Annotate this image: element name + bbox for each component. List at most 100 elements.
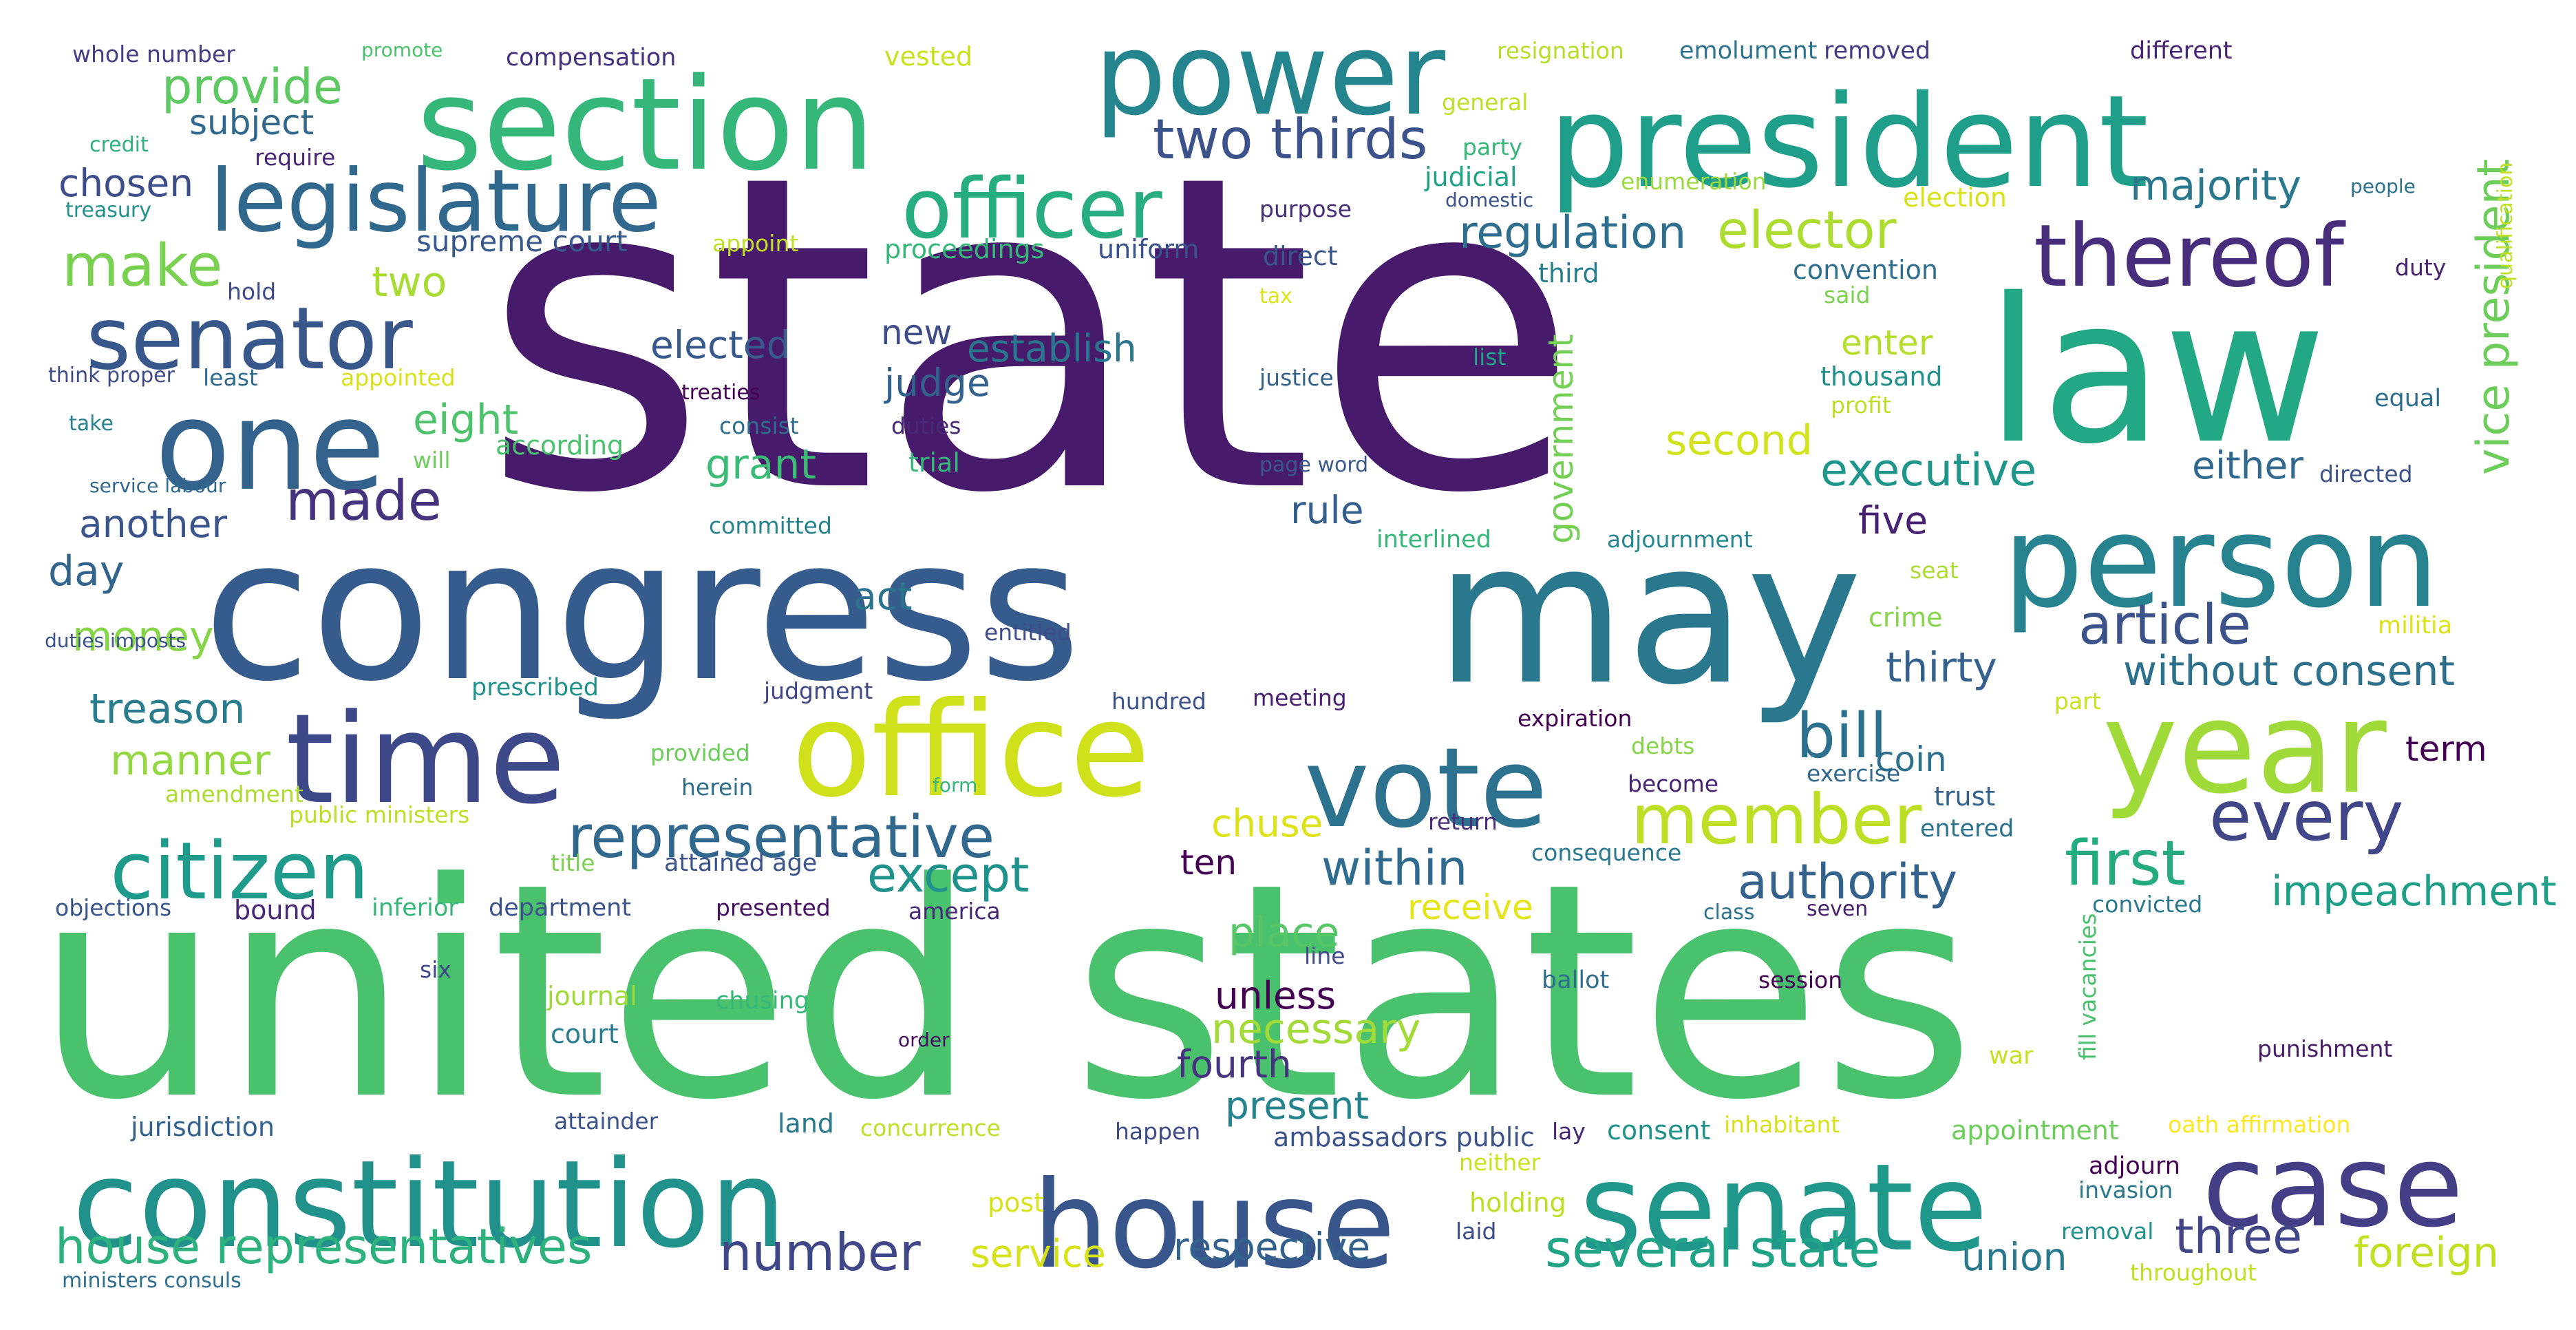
- word-herein: herein: [681, 774, 753, 801]
- word-amendment: amendment: [165, 781, 304, 807]
- word-domestic: domestic: [1445, 189, 1533, 211]
- word-purpose: purpose: [1259, 196, 1352, 222]
- word-debts: debts: [1631, 732, 1694, 759]
- word-receive: receive: [1407, 887, 1533, 927]
- word-house: house: [1032, 1156, 1396, 1296]
- word-party: party: [1462, 134, 1522, 160]
- word-tax: tax: [1259, 284, 1292, 308]
- word-chusing: chusing: [716, 987, 809, 1015]
- word-convicted: convicted: [2092, 891, 2202, 918]
- word-people: people: [2350, 175, 2416, 198]
- word-list: list: [1473, 344, 1507, 370]
- word-resignation: resignation: [1497, 37, 1624, 64]
- word-convention: convention: [1793, 255, 1938, 285]
- word-presented: presented: [716, 894, 831, 921]
- word-throughout: throughout: [2130, 1259, 2257, 1286]
- word-journal: journal: [546, 981, 637, 1011]
- word-united-states: united states: [34, 821, 1976, 1165]
- word-entered: entered: [1920, 815, 2014, 843]
- word-vice-president: vice president: [2468, 159, 2520, 475]
- word-consent: consent: [1607, 1115, 1710, 1146]
- word-ten: ten: [1180, 843, 1237, 883]
- word-require: require: [255, 144, 335, 171]
- word-seat: seat: [1910, 557, 1959, 584]
- word-enter: enter: [1841, 323, 1933, 363]
- word-department: department: [489, 894, 631, 922]
- word-several-state: several state: [1545, 1218, 1880, 1279]
- word-duties-imposts: duties imposts: [45, 629, 186, 652]
- word-election: election: [1903, 182, 2007, 213]
- word-five: five: [1858, 498, 1928, 542]
- word-form: form: [933, 774, 977, 796]
- word-senator: senator: [86, 289, 413, 389]
- word-every: every: [2209, 776, 2404, 856]
- word-government: government: [1541, 334, 1581, 544]
- word-judicial: judicial: [1424, 162, 1518, 192]
- word-title: title: [551, 849, 595, 876]
- word-one: one: [155, 374, 385, 518]
- word-line: line: [1304, 942, 1345, 969]
- word-punishment: punishment: [2257, 1035, 2392, 1062]
- word-house-representatives: house representatives: [55, 1218, 593, 1275]
- word-expiration: expiration: [1518, 705, 1632, 732]
- word-directed: directed: [2319, 461, 2413, 487]
- word-fill-vacancies: fill vacancies: [2074, 914, 2101, 1060]
- word-treasury: treasury: [65, 198, 151, 222]
- word-thousand: thousand: [1820, 361, 1943, 392]
- word-elector: elector: [1717, 200, 1897, 260]
- word-case: case: [2202, 1120, 2463, 1252]
- word-removal: removal: [2061, 1218, 2153, 1245]
- word-foreign: foreign: [2354, 1229, 2499, 1277]
- word-provided: provided: [650, 739, 750, 766]
- word-become: become: [1628, 770, 1718, 797]
- word-six: six: [420, 956, 451, 983]
- word-bill: bill: [1796, 700, 1887, 772]
- word-new: new: [881, 313, 952, 352]
- word-public-ministers: public ministers: [289, 801, 469, 828]
- word-state: state: [482, 83, 1580, 588]
- word-ambassadors-public: ambassadors public: [1273, 1122, 1535, 1152]
- word-equal: equal: [2374, 385, 2441, 412]
- word-bound: bound: [234, 895, 317, 925]
- word-america: america: [908, 898, 1001, 925]
- word-either: either: [2192, 443, 2303, 487]
- word-member: member: [1631, 779, 1922, 860]
- word-grant: grant: [705, 441, 816, 489]
- word-act: act: [853, 574, 913, 618]
- word-ballot: ballot: [1542, 967, 1609, 994]
- word-consist: consist: [719, 412, 799, 439]
- word-within: within: [1321, 840, 1467, 896]
- word-judge: judge: [884, 361, 990, 405]
- word-may: may: [1435, 500, 1862, 728]
- word-proceedings: proceedings: [884, 234, 1045, 264]
- word-hold: hold: [227, 278, 276, 305]
- word-militia: militia: [2378, 612, 2452, 640]
- word-whole-number: whole number: [72, 41, 235, 67]
- word-qualification: qualification: [2493, 162, 2518, 289]
- word-inhabitant: inhabitant: [1724, 1111, 1840, 1138]
- word-subject: subject: [189, 103, 314, 142]
- word-court: court: [551, 1019, 619, 1049]
- word-treason: treason: [89, 685, 246, 733]
- word-rule: rule: [1290, 488, 1364, 532]
- word-service-labour: service labour: [89, 474, 226, 497]
- word-profit: profit: [1831, 392, 1891, 419]
- word-two: two: [372, 258, 447, 306]
- word-treaties: treaties: [681, 381, 760, 405]
- word-chuse: chuse: [1211, 801, 1323, 845]
- word-elected: elected: [650, 323, 791, 367]
- word-lay: lay: [1552, 1118, 1586, 1145]
- word-vote: vote: [1304, 724, 1548, 852]
- word-judgment: judgment: [763, 677, 873, 704]
- word-happen: happen: [1115, 1118, 1200, 1145]
- word-duties: duties: [891, 412, 961, 439]
- word-another: another: [79, 502, 227, 546]
- word-adjournment: adjournment: [1607, 526, 1753, 553]
- word-uniform: uniform: [1098, 234, 1199, 264]
- word-promote: promote: [361, 39, 443, 61]
- word-representative: representative: [568, 803, 994, 872]
- word-removed: removed: [1824, 37, 1930, 65]
- word-place: place: [1228, 909, 1339, 957]
- word-appoint: appoint: [712, 230, 798, 257]
- word-necessary: necessary: [1211, 1005, 1420, 1053]
